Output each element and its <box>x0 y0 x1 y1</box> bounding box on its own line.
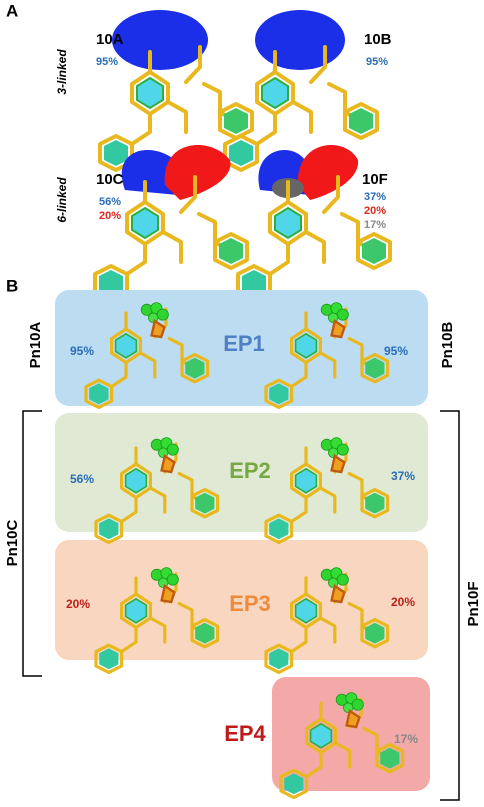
epitope-label: EP4 <box>224 721 266 746</box>
epitope-label: EP3 <box>229 591 271 616</box>
percent: 20% <box>99 210 121 222</box>
row-label: 6-linked <box>55 177 69 223</box>
compound-label: 10C <box>96 171 124 188</box>
epitope-label: EP1 <box>223 331 265 356</box>
percent: 37% <box>364 191 386 203</box>
compound-label: 10B <box>364 31 392 48</box>
percent: 56% <box>99 196 121 208</box>
percent: 95% <box>70 344 94 358</box>
bracket <box>440 410 460 801</box>
percent: 20% <box>364 205 386 217</box>
side-label: Pn10A <box>27 321 44 368</box>
percent: 17% <box>364 219 386 231</box>
conformer-cloud <box>164 145 231 200</box>
conformer-cloud <box>121 150 178 195</box>
percent: 20% <box>391 595 415 609</box>
conformer-cloud <box>297 145 359 200</box>
epitope-label: EP2 <box>229 458 271 483</box>
compound-label: 10F <box>362 171 388 188</box>
compound-label: 10A <box>96 31 124 48</box>
side-label: Pn10B <box>439 321 456 368</box>
conformer-cloud <box>112 10 208 70</box>
percent: 20% <box>66 597 90 611</box>
percent: 37% <box>391 469 415 483</box>
row-label: 3-linked <box>55 49 69 95</box>
panel-label: B <box>6 276 18 295</box>
side-label: Pn10F <box>465 581 482 626</box>
panel-label: A <box>6 1 18 20</box>
conformer-cloud <box>255 10 345 70</box>
percent: 95% <box>384 344 408 358</box>
percent: 17% <box>394 732 418 746</box>
percent: 95% <box>96 56 118 68</box>
percent: 56% <box>70 472 94 486</box>
bracket <box>22 410 42 677</box>
side-label: Pn10C <box>4 519 21 566</box>
percent: 95% <box>366 56 388 68</box>
